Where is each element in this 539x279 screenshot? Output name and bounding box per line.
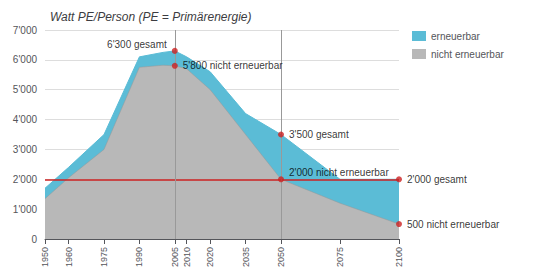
- svg-text:2010: 2010: [182, 247, 192, 267]
- svg-text:2035: 2035: [241, 247, 251, 267]
- svg-text:7'000: 7'000: [13, 25, 38, 36]
- svg-text:1'000: 1'000: [13, 204, 38, 215]
- svg-text:1960: 1960: [64, 247, 74, 267]
- svg-text:2'000 nicht erneuerbar: 2'000 nicht erneuerbar: [289, 167, 389, 178]
- svg-text:erneuerbar: erneuerbar: [431, 31, 481, 42]
- svg-text:2050: 2050: [276, 247, 286, 267]
- svg-text:2100: 2100: [394, 247, 404, 267]
- svg-text:0: 0: [31, 234, 37, 245]
- svg-text:3'500 gesamt: 3'500 gesamt: [289, 129, 349, 140]
- svg-text:1975: 1975: [99, 247, 109, 267]
- svg-text:5'800 nicht erneuerbar: 5'800 nicht erneuerbar: [183, 60, 283, 71]
- svg-text:6'000: 6'000: [13, 54, 38, 65]
- svg-text:1990: 1990: [134, 247, 144, 267]
- svg-text:nicht erneuerbar: nicht erneuerbar: [431, 49, 504, 60]
- svg-text:2'000 gesamt: 2'000 gesamt: [407, 174, 467, 185]
- svg-text:2'000: 2'000: [13, 174, 38, 185]
- svg-text:1950: 1950: [40, 247, 50, 267]
- svg-text:2075: 2075: [335, 247, 345, 267]
- svg-text:5'000: 5'000: [13, 84, 38, 95]
- svg-text:Watt PE/Person (PE = Primärene: Watt PE/Person (PE = Primärenergie): [50, 10, 252, 24]
- svg-text:3'000: 3'000: [13, 144, 38, 155]
- svg-text:6'300 gesamt: 6'300 gesamt: [107, 39, 167, 50]
- svg-text:2005: 2005: [170, 247, 180, 267]
- svg-text:2020: 2020: [205, 247, 215, 267]
- svg-text:500 nicht erneuerbar: 500 nicht erneuerbar: [407, 219, 500, 230]
- svg-text:4'000: 4'000: [13, 114, 38, 125]
